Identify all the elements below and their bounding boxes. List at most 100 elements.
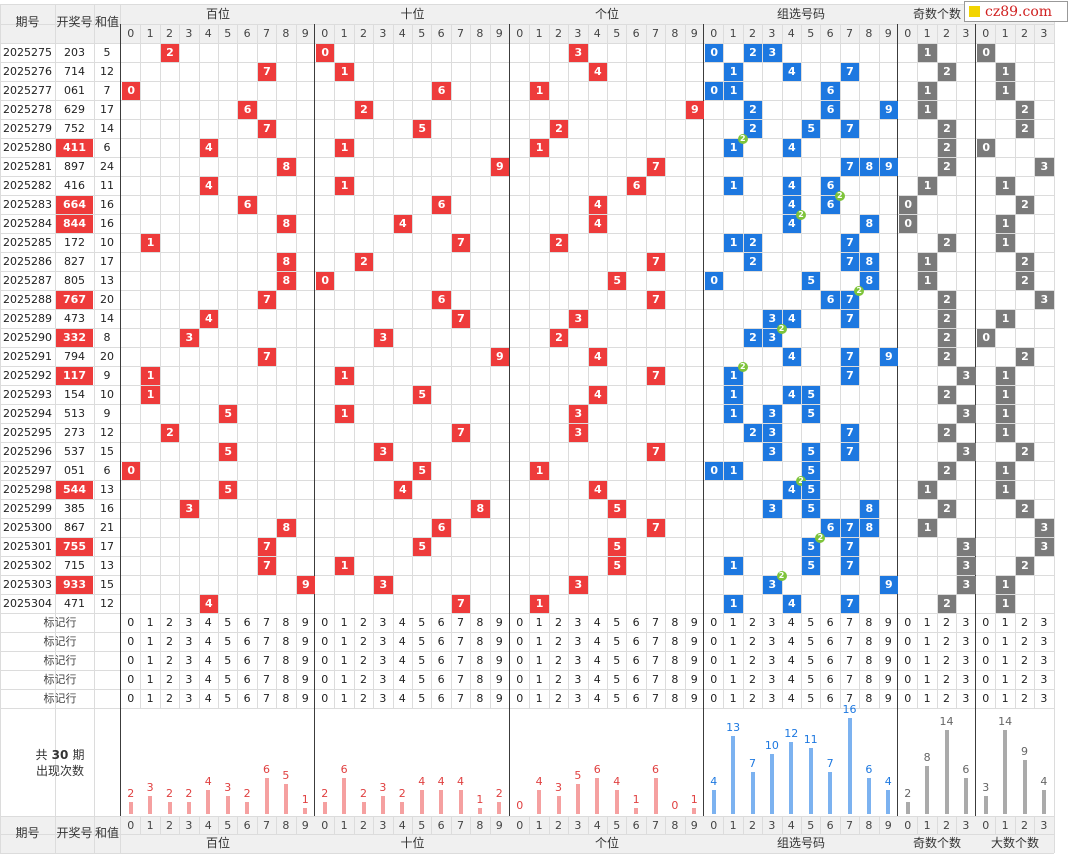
marker-cell[interactable]: 0 xyxy=(321,673,329,686)
marker-cell[interactable]: 4 xyxy=(204,654,212,667)
marker-cell[interactable]: 8 xyxy=(865,654,873,667)
marker-cell[interactable]: 1 xyxy=(729,654,737,667)
marker-cell[interactable]: 9 xyxy=(495,635,503,648)
marker-cell[interactable]: 0 xyxy=(904,673,912,686)
marker-cell[interactable]: 6 xyxy=(632,692,640,705)
marker-cell[interactable]: 3 xyxy=(185,692,193,705)
marker-cell[interactable]: 1 xyxy=(340,654,348,667)
marker-cell[interactable]: 0 xyxy=(904,692,912,705)
marker-cell[interactable]: 3 xyxy=(185,616,193,629)
marker-cell[interactable]: 8 xyxy=(476,616,484,629)
marker-cell[interactable]: 6 xyxy=(437,673,445,686)
marker-cell[interactable]: 2 xyxy=(554,635,562,648)
marker-cell[interactable]: 8 xyxy=(865,692,873,705)
marker-cell[interactable]: 3 xyxy=(1040,635,1048,648)
marker-cell[interactable]: 6 xyxy=(826,616,834,629)
marker-cell[interactable]: 3 xyxy=(379,635,387,648)
marker-cell[interactable]: 9 xyxy=(495,616,503,629)
marker-cell[interactable]: 6 xyxy=(632,654,640,667)
marker-cell[interactable]: 3 xyxy=(1040,616,1048,629)
marker-cell[interactable]: 1 xyxy=(146,616,154,629)
marker-cell[interactable]: 3 xyxy=(962,673,970,686)
marker-cell[interactable]: 4 xyxy=(787,616,795,629)
marker-cell[interactable]: 7 xyxy=(651,673,659,686)
marker-cell[interactable]: 0 xyxy=(710,654,718,667)
marker-cell[interactable]: 9 xyxy=(884,673,892,686)
marker-cell[interactable]: 3 xyxy=(962,654,970,667)
marker-cell[interactable]: 6 xyxy=(437,654,445,667)
marker-cell[interactable]: 4 xyxy=(593,616,601,629)
marker-cell[interactable]: 0 xyxy=(710,616,718,629)
marker-cell[interactable]: 3 xyxy=(768,673,776,686)
marker-cell[interactable]: 4 xyxy=(593,673,601,686)
marker-cell[interactable]: 5 xyxy=(224,692,232,705)
marker-cell[interactable]: 1 xyxy=(340,673,348,686)
marker-cell[interactable]: 2 xyxy=(359,692,367,705)
marker-cell[interactable]: 1 xyxy=(1001,635,1009,648)
marker-cell[interactable]: 8 xyxy=(671,673,679,686)
marker-cell[interactable]: 3 xyxy=(768,635,776,648)
marker-cell[interactable]: 8 xyxy=(671,635,679,648)
marker-cell[interactable]: 5 xyxy=(613,692,621,705)
marker-cell[interactable]: 4 xyxy=(204,692,212,705)
marker-cell[interactable]: 0 xyxy=(982,673,990,686)
marker-cell[interactable]: 8 xyxy=(865,635,873,648)
marker-cell[interactable]: 3 xyxy=(1040,692,1048,705)
marker-cell[interactable]: 9 xyxy=(884,635,892,648)
marker-cell[interactable]: 6 xyxy=(437,692,445,705)
marker-cell[interactable]: 7 xyxy=(651,692,659,705)
marker-cell[interactable]: 1 xyxy=(340,635,348,648)
marker-cell[interactable]: 5 xyxy=(224,635,232,648)
marker-cell[interactable]: 7 xyxy=(845,654,853,667)
marker-cell[interactable]: 2 xyxy=(359,616,367,629)
marker-cell[interactable]: 8 xyxy=(282,616,290,629)
marker-cell[interactable]: 7 xyxy=(262,635,270,648)
marker-cell[interactable]: 9 xyxy=(690,654,698,667)
marker-cell[interactable]: 0 xyxy=(127,616,135,629)
marker-cell[interactable]: 3 xyxy=(379,654,387,667)
marker-cell[interactable]: 7 xyxy=(262,692,270,705)
site-logo[interactable]: cz89.com xyxy=(964,1,1068,22)
marker-cell[interactable]: 0 xyxy=(321,616,329,629)
marker-cell[interactable]: 5 xyxy=(613,654,621,667)
marker-cell[interactable]: 1 xyxy=(535,654,543,667)
marker-cell[interactable]: 0 xyxy=(516,635,524,648)
marker-cell[interactable]: 9 xyxy=(884,654,892,667)
marker-cell[interactable]: 1 xyxy=(923,673,931,686)
marker-cell[interactable]: 2 xyxy=(554,616,562,629)
marker-cell[interactable]: 3 xyxy=(574,692,582,705)
marker-cell[interactable]: 5 xyxy=(418,673,426,686)
marker-cell[interactable]: 7 xyxy=(456,616,464,629)
marker-cell[interactable]: 8 xyxy=(671,654,679,667)
marker-cell[interactable]: 3 xyxy=(379,673,387,686)
marker-cell[interactable]: 0 xyxy=(982,654,990,667)
marker-cell[interactable]: 4 xyxy=(398,654,406,667)
marker-cell[interactable]: 7 xyxy=(651,654,659,667)
marker-cell[interactable]: 4 xyxy=(593,692,601,705)
marker-cell[interactable]: 4 xyxy=(398,635,406,648)
marker-cell[interactable]: 3 xyxy=(574,673,582,686)
marker-cell[interactable]: 0 xyxy=(127,673,135,686)
marker-cell[interactable]: 5 xyxy=(224,654,232,667)
marker-cell[interactable]: 7 xyxy=(456,692,464,705)
marker-cell[interactable]: 0 xyxy=(516,654,524,667)
marker-cell[interactable]: 6 xyxy=(437,635,445,648)
marker-cell[interactable]: 4 xyxy=(398,692,406,705)
marker-cell[interactable]: 9 xyxy=(301,673,309,686)
marker-cell[interactable]: 9 xyxy=(495,692,503,705)
marker-cell[interactable]: 1 xyxy=(1001,654,1009,667)
marker-cell[interactable]: 5 xyxy=(613,616,621,629)
marker-cell[interactable]: 8 xyxy=(865,616,873,629)
marker-cell[interactable]: 4 xyxy=(787,673,795,686)
marker-cell[interactable]: 6 xyxy=(243,673,251,686)
marker-cell[interactable]: 7 xyxy=(262,673,270,686)
marker-cell[interactable]: 0 xyxy=(127,635,135,648)
marker-cell[interactable]: 0 xyxy=(321,654,329,667)
marker-cell[interactable]: 2 xyxy=(942,692,950,705)
marker-cell[interactable]: 1 xyxy=(729,673,737,686)
marker-cell[interactable]: 2 xyxy=(359,654,367,667)
marker-cell[interactable]: 0 xyxy=(127,654,135,667)
marker-cell[interactable]: 1 xyxy=(923,616,931,629)
marker-cell[interactable]: 4 xyxy=(204,635,212,648)
marker-cell[interactable]: 1 xyxy=(729,692,737,705)
